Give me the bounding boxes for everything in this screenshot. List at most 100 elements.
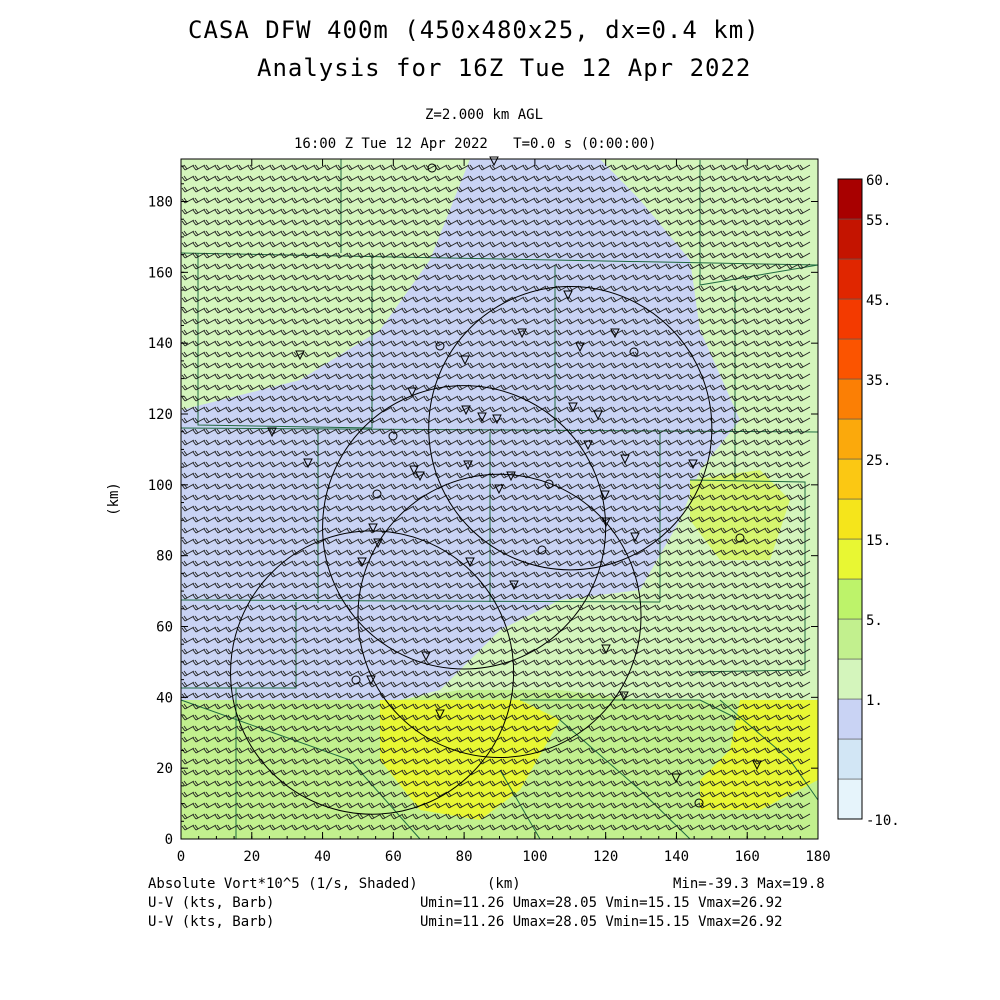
wind-barb xyxy=(412,274,426,281)
wind-barb xyxy=(181,186,195,193)
wind-barb xyxy=(610,428,624,435)
wind-barb xyxy=(456,406,470,413)
county-boundary xyxy=(520,699,741,721)
wind-barb xyxy=(445,461,459,468)
wind-barb xyxy=(654,208,668,215)
wind-barb xyxy=(258,450,272,457)
wind-barb xyxy=(632,318,646,325)
wind-barb xyxy=(753,747,767,754)
wind-barb xyxy=(467,626,481,633)
wind-barb xyxy=(434,659,448,666)
wind-barb xyxy=(522,274,536,281)
wind-barb xyxy=(511,406,525,413)
wind-barb xyxy=(335,373,349,380)
wind-barb xyxy=(588,593,602,600)
wind-barb xyxy=(753,725,767,732)
wind-barb xyxy=(423,747,437,754)
wind-barb xyxy=(467,285,481,292)
wind-barb xyxy=(786,791,800,798)
wind-barb xyxy=(258,791,272,798)
wind-barb xyxy=(335,384,349,391)
wind-barb xyxy=(687,747,701,754)
wind-barb xyxy=(786,164,800,171)
wind-barb xyxy=(786,604,800,611)
wind-barb xyxy=(313,615,327,622)
wind-barb xyxy=(247,516,261,523)
wind-barb xyxy=(665,439,679,446)
wind-barb xyxy=(379,296,393,303)
station-marker xyxy=(630,532,640,543)
wind-barb xyxy=(368,450,382,457)
wind-barb xyxy=(742,802,756,809)
wind-barb xyxy=(302,439,316,446)
wind-barb xyxy=(731,714,745,721)
wind-barb xyxy=(764,670,778,677)
wind-barb xyxy=(225,505,239,512)
wind-barb xyxy=(192,208,206,215)
wind-barb xyxy=(698,736,712,743)
wind-barb xyxy=(522,648,536,655)
wind-barb xyxy=(511,384,525,391)
wind-barb xyxy=(280,538,294,545)
wind-barb xyxy=(225,681,239,688)
wind-barb xyxy=(797,813,811,820)
wind-barb xyxy=(632,164,646,171)
wind-barb xyxy=(280,395,294,402)
wind-barb xyxy=(302,186,316,193)
wind-barb xyxy=(764,615,778,622)
wind-barb xyxy=(544,736,558,743)
wind-barb xyxy=(302,505,316,512)
wind-barb xyxy=(203,351,217,358)
wind-barb xyxy=(709,549,723,556)
wind-barb xyxy=(489,758,503,765)
wind-barb xyxy=(324,406,338,413)
wind-barb xyxy=(753,219,767,226)
wind-barb xyxy=(269,296,283,303)
wind-barb xyxy=(379,538,393,545)
wind-barb xyxy=(720,582,734,589)
colorbar-segment xyxy=(837,178,863,220)
wind-barb xyxy=(324,175,338,182)
wind-barb xyxy=(379,208,393,215)
wind-barb xyxy=(247,747,261,754)
wind-barb xyxy=(280,637,294,644)
wind-barb xyxy=(401,538,415,545)
wind-barb xyxy=(533,703,547,710)
wind-barb xyxy=(687,230,701,237)
wind-barb xyxy=(555,307,569,314)
wind-barb xyxy=(775,186,789,193)
wind-barb xyxy=(280,373,294,380)
wind-barb xyxy=(280,604,294,611)
wind-barb xyxy=(280,318,294,325)
wind-barb xyxy=(610,461,624,468)
wind-barb xyxy=(698,428,712,435)
wind-barb xyxy=(643,516,657,523)
wind-barb xyxy=(445,538,459,545)
wind-barb xyxy=(412,571,426,578)
wind-barb xyxy=(456,615,470,622)
wind-barb xyxy=(555,329,569,336)
wind-barb xyxy=(511,604,525,611)
wind-barb xyxy=(544,340,558,347)
wind-barb xyxy=(401,329,415,336)
wind-barb xyxy=(225,296,239,303)
wind-barb xyxy=(687,428,701,435)
wind-barb xyxy=(456,604,470,611)
wind-barb xyxy=(599,296,613,303)
wind-barb xyxy=(533,483,547,490)
wind-barb xyxy=(687,582,701,589)
wind-barb xyxy=(544,406,558,413)
wind-barb xyxy=(236,450,250,457)
wind-barb xyxy=(632,725,646,732)
wind-barb xyxy=(665,813,679,820)
wind-barb xyxy=(379,329,393,336)
wind-barb xyxy=(434,406,448,413)
wind-barb xyxy=(588,494,602,501)
wind-barb xyxy=(555,571,569,578)
wind-barb xyxy=(269,219,283,226)
wind-barb xyxy=(324,780,338,787)
wind-barb xyxy=(247,164,261,171)
wind-barb xyxy=(291,747,305,754)
wind-barb xyxy=(731,384,745,391)
wind-barb xyxy=(731,593,745,600)
